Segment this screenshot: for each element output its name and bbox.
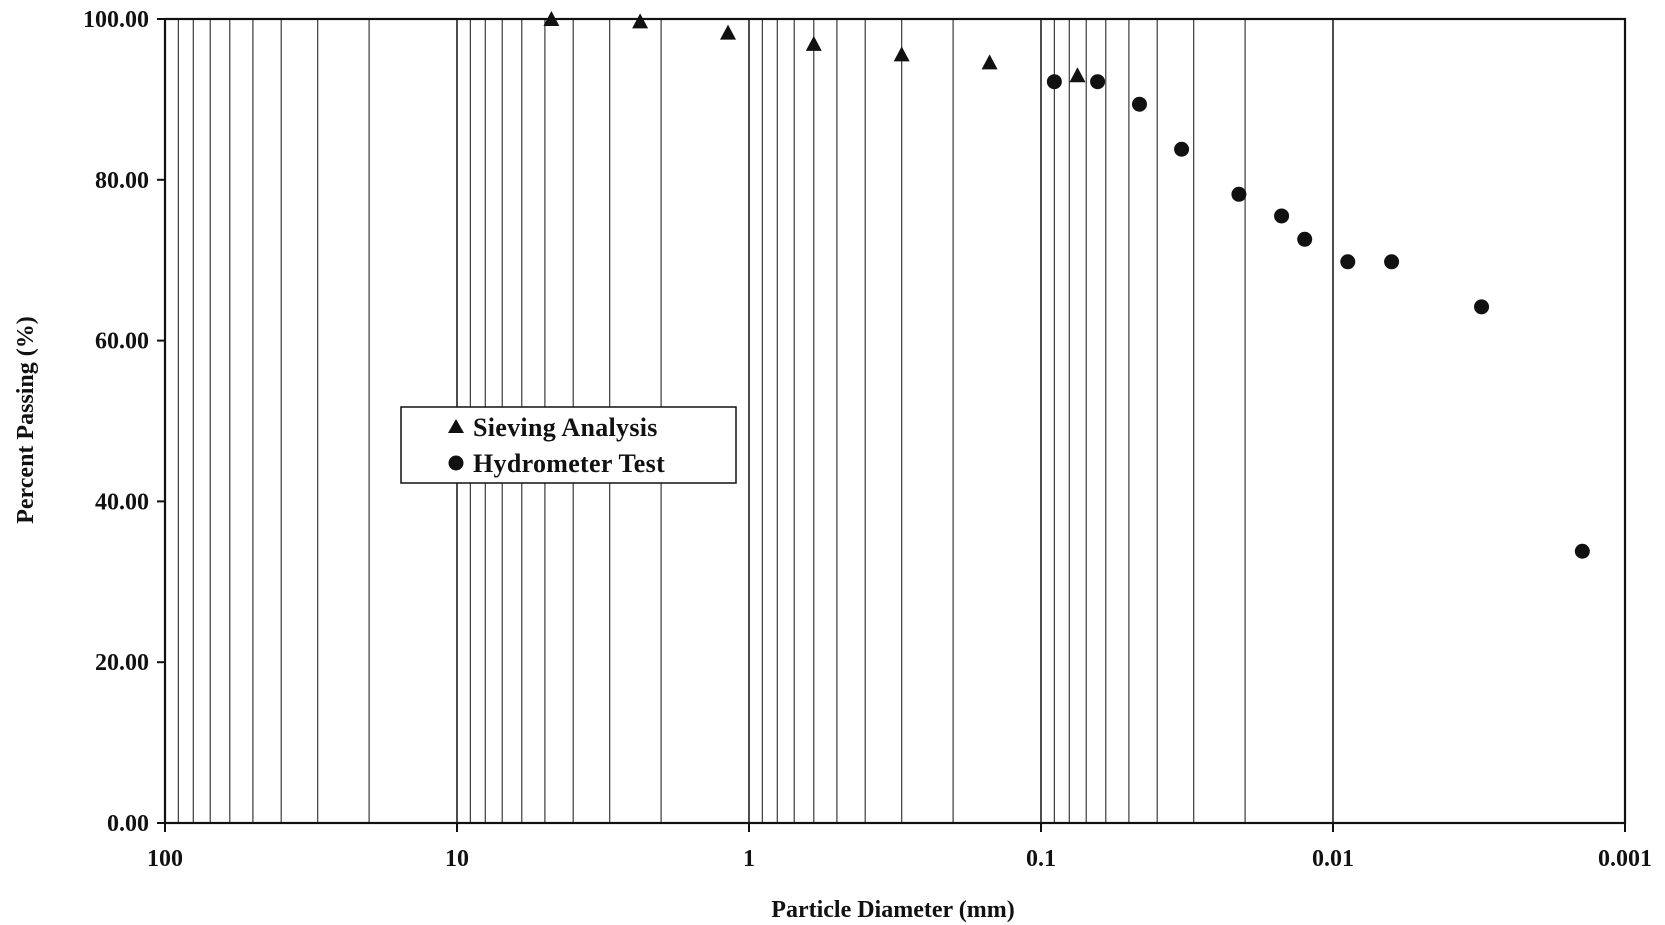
sieving-analysis-point (543, 11, 560, 26)
x-tick-label: 0.01 (1312, 846, 1354, 872)
y-tick-label: 20.00 (95, 650, 149, 676)
y-axis: 0.00 20.00 40.00 60.00 80.00 100.00 (83, 7, 165, 837)
hydrometer-test-point (1340, 254, 1356, 270)
hydrometer-test-point (1046, 74, 1062, 90)
x-tick-label: 1 (743, 846, 755, 872)
legend-triangle-icon (448, 419, 464, 433)
legend-circle-icon (448, 455, 464, 471)
sieving-analysis-point (805, 35, 822, 51)
legend: Sieving Analysis Hydrometer Test (400, 406, 737, 484)
sieving-analysis-point (893, 46, 910, 62)
sieving-analysis-point (981, 54, 998, 70)
y-tick-label: 40.00 (95, 489, 149, 515)
x-axis-title: Particle Diameter (mm) (771, 897, 1014, 923)
y-tick-label: 80.00 (95, 168, 149, 194)
hydrometer-test-point (1474, 299, 1490, 315)
sieving-analysis-point (1069, 67, 1086, 83)
legend-label-sieving: Sieving Analysis (473, 413, 658, 442)
x-tick-label: 100 (147, 846, 183, 872)
hydrometer-test-point (1297, 231, 1313, 247)
legend-label-hydrometer: Hydrometer Test (473, 449, 665, 478)
hydrometer-test-point (1274, 208, 1290, 224)
y-tick-label: 0.00 (107, 811, 149, 837)
x-axis: 100 10 1 0.1 0.01 0.001 (147, 823, 1652, 872)
sieving-analysis-point (720, 24, 737, 40)
x-tick-label: 0.001 (1598, 846, 1652, 872)
x-tick-label: 0.1 (1026, 846, 1056, 872)
y-tick-label: 60.00 (95, 329, 149, 355)
hydrometer-test-point (1174, 141, 1190, 157)
y-tick-label: 100.00 (83, 7, 149, 33)
hydrometer-test-point (1131, 96, 1147, 112)
hydrometer-test-point (1090, 74, 1106, 90)
hydrometer-test-point (1384, 254, 1400, 270)
hydrometer-test-point (1574, 543, 1590, 559)
plot-frame (163, 17, 1627, 825)
sieving-analysis-point (632, 13, 649, 29)
data-markers (543, 11, 1590, 559)
x-tick-label: 10 (445, 846, 469, 872)
y-axis-title: Percent Passing (%) (13, 316, 39, 524)
hydrometer-test-point (1231, 186, 1247, 202)
